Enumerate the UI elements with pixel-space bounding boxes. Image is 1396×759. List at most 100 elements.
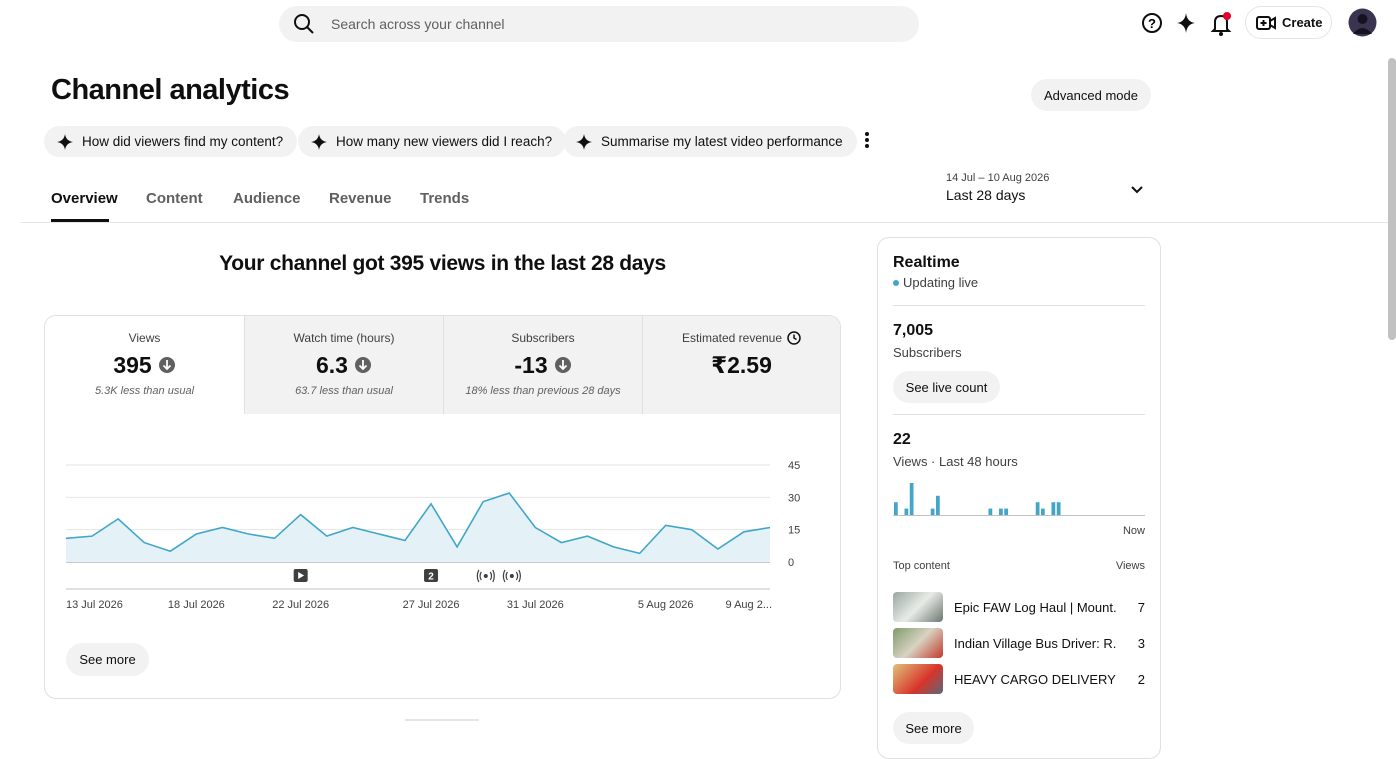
video-title: Indian Village Bus Driver: R...	[954, 635, 1116, 651]
metric-value: 395	[113, 351, 152, 378]
avatar[interactable]	[1348, 8, 1377, 37]
thumbnail	[893, 664, 943, 694]
metric-tab[interactable]: Subscribers -13 18% less than previous 2…	[443, 316, 642, 414]
metric-value: ₹2.59	[711, 351, 772, 378]
live-count-button[interactable]: See live count	[893, 371, 1000, 403]
divider	[21, 222, 1388, 223]
suggestion-text: How many new viewers did I reach?	[336, 134, 553, 149]
down-arrow	[554, 357, 571, 373]
views-header: Views	[1115, 560, 1145, 572]
sparkle-icon	[576, 133, 592, 150]
views-area	[66, 493, 770, 562]
top-content-label: Top content	[893, 560, 950, 572]
bar	[904, 508, 909, 515]
metric-label: Estimated revenue	[681, 331, 783, 345]
create-label: Create	[1282, 15, 1323, 30]
metric-label: Watch time (hours)	[293, 331, 395, 345]
tab[interactable]: Revenue	[329, 190, 392, 207]
headline: Your channel got 395 views in the last 2…	[219, 252, 666, 275]
realtime-chart: Now	[893, 483, 1145, 537]
thumbnail	[893, 592, 943, 622]
notifications-icon[interactable]	[1209, 11, 1235, 37]
create-icon	[1256, 15, 1276, 30]
page-title: Channel analytics	[51, 74, 290, 106]
video-marker	[424, 569, 439, 582]
sparkle-icon	[311, 133, 327, 150]
bar	[894, 502, 898, 515]
bar	[999, 508, 1003, 515]
search-placeholder: Search across your channel	[331, 16, 505, 32]
x-tick-label: 22 Jul 2026	[272, 599, 329, 611]
bar	[930, 508, 935, 515]
video-marker-icon	[298, 572, 305, 579]
tab-underline	[51, 219, 109, 222]
tab[interactable]: Trends	[420, 190, 470, 207]
realtime-status: Updating live	[903, 275, 979, 290]
metric-note: 18% less than previous 28 days	[465, 385, 621, 397]
svg-text:?: ?	[1148, 16, 1156, 31]
metric-value: 6.3	[316, 351, 348, 378]
subscriber-count: 7,005	[893, 322, 934, 339]
y-tick-label: 30	[788, 492, 800, 504]
metric-tab[interactable]: Views 395 5.3K less than usual	[45, 316, 244, 414]
metric-note: 5.3K less than usual	[94, 385, 195, 397]
metric-value: -13	[514, 351, 548, 378]
subscriber-label: Subscribers	[893, 345, 962, 360]
create-button[interactable]: Create	[1245, 6, 1332, 39]
down-arrow	[158, 357, 175, 373]
thumbnail	[893, 628, 943, 658]
page: {"header": {"search_placeholder": "Searc…	[21, 6, 1396, 759]
metric-tab[interactable]: Watch time (hours) 6.3 63.7 less than us…	[244, 316, 443, 414]
bar	[1004, 508, 1008, 515]
live-marker-waves	[502, 569, 521, 583]
divider	[893, 414, 1145, 415]
bar	[1056, 502, 1061, 515]
bar	[1041, 508, 1045, 515]
page-indicator	[405, 719, 479, 721]
scrollbar[interactable]	[1388, 58, 1396, 340]
x-tick-label: 18 Jul 2026	[168, 599, 225, 611]
bar	[988, 508, 993, 515]
video-count-badge: 2	[428, 572, 434, 583]
metrics-card: Views 395 5.3K less than usual Watch tim…	[44, 315, 841, 699]
tab[interactable]: Audience	[233, 190, 301, 207]
search-icon	[294, 14, 314, 34]
metric-tab[interactable]: Estimated revenue ₹2.59	[642, 316, 840, 414]
video-views: 2	[1137, 671, 1145, 687]
see-more-button[interactable]: See more	[893, 712, 974, 744]
metric-label: Subscribers	[511, 331, 575, 345]
date-range-label[interactable]: Last 28 days	[946, 187, 1026, 203]
down-arrow	[354, 357, 371, 373]
help-icon[interactable]: ?	[1140, 11, 1164, 35]
video-title: HEAVY CARGO DELIVERY ...	[954, 671, 1116, 687]
metric-note: 63.7 less than usual	[295, 385, 393, 397]
x-tick-label: 31 Jul 2026	[507, 599, 564, 611]
search-box[interactable]: Search across your channel	[279, 6, 919, 42]
top-content-row[interactable]: Epic FAW Log Haul | Mount... 7	[893, 592, 1145, 622]
sparkle-icon	[57, 133, 73, 150]
tab[interactable]: Overview	[51, 190, 118, 207]
live-marker	[483, 574, 488, 578]
x-tick-label: 5 Aug 2026	[638, 599, 694, 611]
ai-icon[interactable]	[1175, 11, 1197, 35]
top-content-row[interactable]: Indian Village Bus Driver: R... 3	[893, 628, 1145, 658]
more-menu[interactable]	[861, 131, 873, 149]
tab[interactable]: Content	[146, 190, 203, 207]
x-tick-label: 9 Aug 2...	[726, 599, 772, 611]
bar	[1035, 502, 1040, 515]
bar	[1051, 502, 1056, 515]
suggestion-chip[interactable]: How did viewers find my content?	[44, 126, 298, 157]
live-marker	[509, 574, 514, 578]
bar	[936, 495, 940, 515]
date-range: 14 Jul – 10 Aug 2026	[946, 172, 1050, 184]
video-views: 3	[1137, 635, 1145, 651]
advanced-mode-button[interactable]: Advanced mode	[1031, 79, 1151, 111]
suggestion-text: Summarise my latest video performance	[601, 134, 843, 149]
see-more-button[interactable]: See more	[66, 643, 149, 676]
date-dropdown[interactable]	[1130, 184, 1144, 196]
suggestion-chip[interactable]: How many new viewers did I reach?	[298, 126, 567, 157]
top-content-row[interactable]: HEAVY CARGO DELIVERY ... 2	[893, 664, 1145, 694]
video-title: Epic FAW Log Haul | Mount...	[954, 599, 1116, 615]
video-views: 7	[1137, 599, 1145, 615]
suggestion-chip[interactable]: Summarise my latest video performance	[563, 126, 857, 157]
